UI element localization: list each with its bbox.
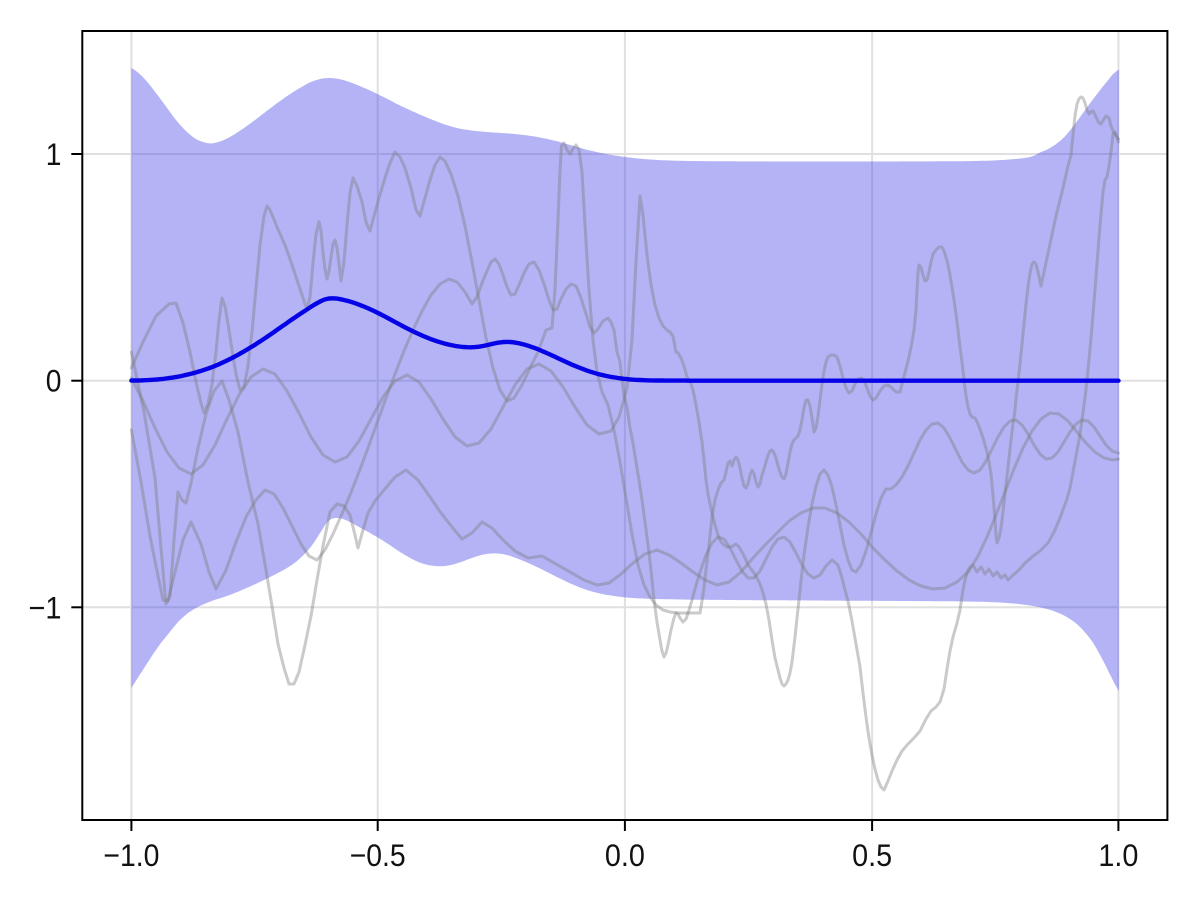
svg-text:1: 1 — [46, 136, 62, 172]
svg-text:−1: −1 — [29, 589, 62, 625]
svg-text:0.0: 0.0 — [605, 837, 645, 873]
svg-text:−0.5: −0.5 — [350, 837, 406, 873]
svg-text:−1.0: −1.0 — [103, 837, 159, 873]
svg-text:0: 0 — [46, 363, 62, 399]
svg-text:0.5: 0.5 — [852, 837, 892, 873]
svg-text:1.0: 1.0 — [1098, 837, 1138, 873]
